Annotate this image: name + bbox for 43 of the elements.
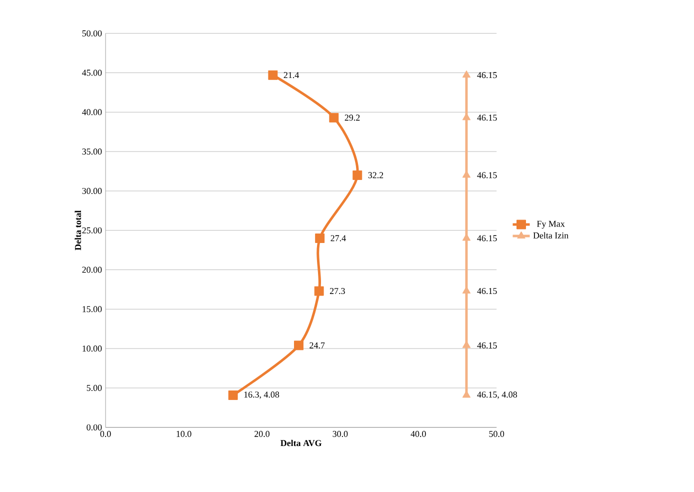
annotation: 46.15 [477,288,497,294]
annotation: 16.3, 4.08 [244,392,280,399]
point [228,390,238,400]
annotation: 46.15 [477,172,497,178]
point [462,70,471,78]
point [294,340,304,350]
annotation: 29.2 [344,114,360,121]
y-tick-label: 15.00 [82,306,102,312]
x-axis-title: Delta AVG [280,440,322,446]
point [268,70,278,80]
point [315,234,325,243]
y-axis-title: Delta total [74,210,82,250]
legend-label: Delta Izin [533,232,568,238]
y-tick-label: 40.00 [82,109,102,116]
point [329,112,339,122]
point [352,170,362,180]
annotation: 21.4 [284,72,299,78]
point [314,286,324,296]
x-tick-label: 20.0 [254,430,270,437]
annotation: 46.15 [477,72,497,78]
annotation: 46.15 [477,235,497,242]
annotation: 46.15 [477,114,497,121]
y-tick-label: 0.00 [86,424,102,430]
annotation: 46.15 [477,342,497,348]
y-tick-label: 25.00 [82,227,102,234]
y-tick-label: 10.00 [82,346,102,352]
y-tick-label: 45.00 [82,70,102,76]
annotation: 27.4 [330,235,346,242]
y-tick-label: 35.00 [82,148,102,155]
y-tick-label: 30.00 [82,188,102,194]
x-tick-label: 40.0 [410,430,426,437]
annotation: 46.15, 4.08 [477,392,517,399]
annotation: 32.2 [368,172,384,178]
x-tick-label: 10.0 [176,430,192,437]
x-tick-label: 30.0 [332,430,348,437]
x-tick-label: 0.0 [100,430,111,437]
legend-label: Fy Max [536,220,565,229]
y-tick-label: 5.00 [86,384,102,392]
y-tick-label: 20.00 [82,266,102,273]
y-tick-label: 50.00 [82,30,102,36]
x-tick-label: 50.0 [489,430,504,437]
annotation: 24.7 [310,342,325,348]
annotation: 27.3 [330,288,345,294]
